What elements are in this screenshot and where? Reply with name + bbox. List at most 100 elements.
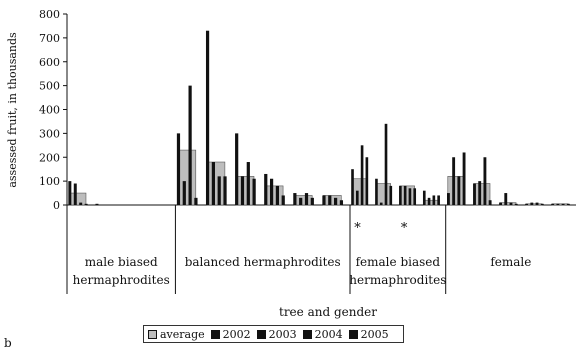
y-tick-label: 0 bbox=[53, 199, 60, 212]
bar-2003 bbox=[240, 176, 245, 205]
bar-average bbox=[423, 199, 439, 206]
bar-2003 bbox=[478, 181, 482, 205]
legend-item: 2002 bbox=[210, 327, 251, 341]
legend-item: average bbox=[148, 328, 205, 341]
bar-2002 bbox=[499, 202, 502, 205]
bar-2004 bbox=[79, 202, 83, 205]
legend-label: 2004 bbox=[314, 327, 343, 341]
y-tick-label: 600 bbox=[39, 56, 60, 69]
bar-average bbox=[264, 185, 284, 206]
axes: 0 100 200 300 400 500 600 700 800 bbox=[39, 8, 576, 212]
bar-2004 bbox=[384, 123, 388, 205]
significance-marker: * * bbox=[354, 221, 425, 236]
bar-2002 bbox=[95, 203, 99, 205]
bar-2005 bbox=[84, 203, 88, 205]
group-label: hermaphrodites bbox=[349, 273, 446, 287]
bars bbox=[68, 30, 570, 206]
legend-label: 2005 bbox=[360, 327, 389, 341]
bar-2003 bbox=[269, 178, 274, 205]
bar-2002 bbox=[551, 203, 555, 205]
bar-2004 bbox=[188, 85, 192, 205]
bar-2005 bbox=[281, 195, 285, 205]
y-tick-label: 700 bbox=[39, 32, 60, 45]
y-tick-label: 400 bbox=[39, 104, 60, 117]
bar-2004 bbox=[275, 185, 280, 205]
legend-label: 2002 bbox=[222, 327, 251, 341]
bar-average bbox=[322, 195, 342, 206]
bar-2005 bbox=[365, 157, 369, 205]
bar-2002 bbox=[351, 169, 354, 205]
legend-swatch bbox=[148, 329, 157, 339]
bar-average bbox=[399, 185, 415, 206]
bar-2002 bbox=[322, 195, 326, 205]
y-tick-label: 800 bbox=[39, 8, 60, 21]
bar-2002 bbox=[235, 133, 239, 205]
bar-2002 bbox=[446, 193, 450, 205]
bar-2005 bbox=[310, 197, 314, 205]
bar-average bbox=[375, 183, 391, 206]
legend-item: 2005 bbox=[348, 327, 389, 341]
bar-2003 bbox=[73, 183, 77, 205]
bar-2003 bbox=[299, 197, 303, 205]
y-tick-label: 500 bbox=[39, 80, 60, 93]
bar-2003 bbox=[504, 193, 508, 205]
bar-2002 bbox=[375, 178, 378, 205]
bar-average bbox=[235, 176, 255, 206]
bar-2005 bbox=[413, 188, 417, 205]
bar-2003 bbox=[328, 195, 332, 205]
bar-2003 bbox=[427, 197, 431, 205]
legend-item: 2004 bbox=[302, 327, 343, 341]
group-label: female biased bbox=[356, 255, 441, 269]
bar-2005 bbox=[223, 176, 227, 205]
bar-2002 bbox=[293, 193, 297, 205]
bar-2005 bbox=[194, 197, 198, 205]
bar-2002 bbox=[264, 173, 268, 205]
legend-item: 2003 bbox=[256, 327, 297, 341]
bar-2004 bbox=[432, 195, 436, 205]
bar-2005 bbox=[514, 203, 518, 205]
bar-2003 bbox=[379, 202, 383, 205]
bar-2004 bbox=[360, 145, 364, 205]
bar-2003 bbox=[182, 181, 186, 205]
y-tick-label: 100 bbox=[39, 175, 60, 188]
group-label: male biased bbox=[85, 255, 158, 269]
bar-2004 bbox=[483, 157, 487, 205]
bar-2004 bbox=[246, 162, 250, 205]
bar-average bbox=[525, 203, 543, 206]
bar-2004 bbox=[561, 203, 565, 205]
bar-2002 bbox=[68, 181, 72, 205]
bar-2003 bbox=[211, 162, 215, 205]
bar-average bbox=[551, 203, 569, 206]
bar-2003 bbox=[556, 203, 560, 205]
bar-2002 bbox=[525, 203, 529, 205]
bar-2002 bbox=[399, 185, 402, 205]
bar-2004 bbox=[535, 202, 539, 205]
legend: average 2002 2003 2004 2005 bbox=[143, 325, 404, 343]
bar-2003 bbox=[355, 190, 359, 205]
bar-2004 bbox=[408, 188, 412, 205]
y-axis-label: assessed fruit, in thousands bbox=[6, 32, 19, 188]
bar-average bbox=[473, 183, 491, 206]
bar-average bbox=[206, 161, 226, 206]
group-label: female bbox=[490, 255, 531, 269]
bar-2004 bbox=[217, 176, 221, 205]
bar-2005 bbox=[566, 203, 570, 205]
legend-swatch bbox=[256, 329, 266, 339]
bar-2005 bbox=[437, 195, 440, 205]
bar-average bbox=[447, 176, 465, 206]
bar-2003 bbox=[530, 202, 534, 205]
legend-swatch bbox=[210, 329, 220, 339]
bar-2003 bbox=[403, 185, 407, 205]
panel-label: b bbox=[4, 336, 12, 350]
legend-swatch bbox=[348, 329, 358, 339]
y-tick-label: 300 bbox=[39, 127, 60, 140]
bar-average bbox=[68, 192, 87, 206]
legend-label: 2003 bbox=[268, 327, 297, 341]
bar-average bbox=[177, 149, 197, 206]
bar-2005 bbox=[339, 200, 344, 205]
bar-2005 bbox=[488, 200, 492, 205]
bar-2003 bbox=[452, 157, 456, 205]
legend-swatch bbox=[302, 329, 312, 339]
group-labels: male biased hermaphrodites balanced hermap… bbox=[66, 205, 531, 294]
bar-2002 bbox=[205, 30, 210, 206]
